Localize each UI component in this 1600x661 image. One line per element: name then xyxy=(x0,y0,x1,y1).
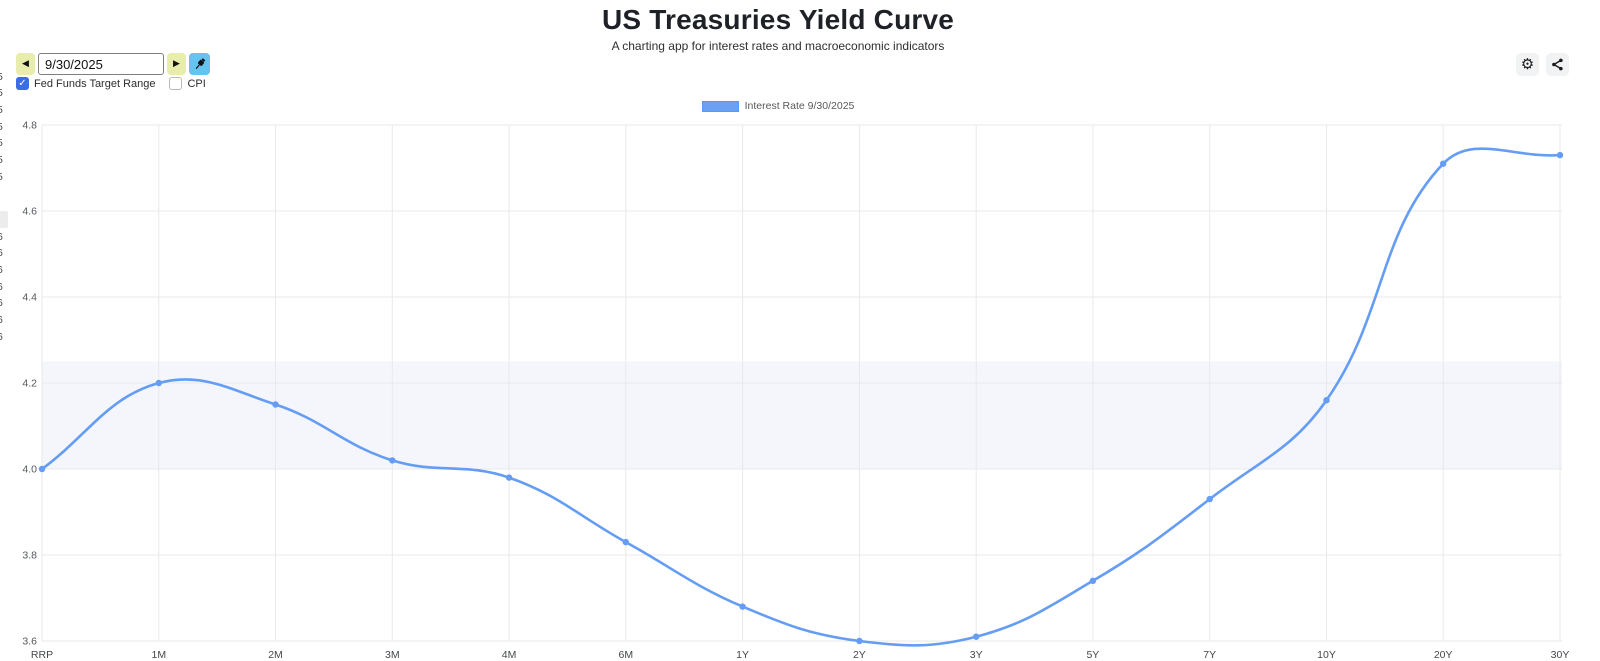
data-point-10Y[interactable] xyxy=(1323,397,1330,404)
data-point-6M[interactable] xyxy=(622,538,629,546)
clipped-list-item[interactable]: 6 xyxy=(0,312,3,329)
share-icon xyxy=(1552,58,1563,71)
data-point-7Y[interactable] xyxy=(1206,495,1213,503)
page-title: US Treasuries Yield Curve xyxy=(601,4,955,35)
data-point-3M[interactable] xyxy=(389,457,396,464)
fed-funds-target-range-band xyxy=(42,361,1562,469)
svg-text:3.6: 3.6 xyxy=(22,636,37,648)
clipped-list-item[interactable]: 5 xyxy=(0,135,3,152)
overlay-toggles: ✓ Fed Funds Target Range CPI xyxy=(16,77,220,90)
left-triangle-icon: ◀ xyxy=(22,59,29,69)
clipped-list-item[interactable]: 5 xyxy=(0,85,3,102)
clipped-list-item[interactable]: 6 xyxy=(0,229,3,246)
clipped-list-selected-item[interactable] xyxy=(0,211,8,228)
chart-legend[interactable]: Interest Rate 9/30/2025 xyxy=(0,100,1556,112)
legend-swatch xyxy=(701,100,739,112)
pin-button[interactable] xyxy=(189,53,210,75)
clipped-list-item[interactable]: 6 xyxy=(0,245,3,262)
data-point-3Y[interactable] xyxy=(973,633,980,640)
data-point-20Y[interactable] xyxy=(1440,160,1447,167)
data-point-1Y[interactable] xyxy=(739,603,746,610)
svg-text:3Y: 3Y xyxy=(970,649,983,661)
yield-curve-line xyxy=(40,147,1562,647)
clipped-list-item[interactable]: 5 xyxy=(0,152,3,169)
previous-date-button[interactable]: ◀ xyxy=(16,53,35,75)
data-point-RRP[interactable] xyxy=(38,465,46,473)
clipped-list-item[interactable]: 5 xyxy=(0,102,3,119)
data-point-2Y[interactable] xyxy=(856,637,863,645)
svg-text:7Y: 7Y xyxy=(1203,649,1216,661)
next-date-button[interactable]: ▶ xyxy=(167,53,186,75)
clipped-list-item[interactable]: 6 xyxy=(0,279,3,296)
svg-text:2Y: 2Y xyxy=(853,649,866,661)
svg-text:4.0: 4.0 xyxy=(22,464,37,476)
clipped-list-item[interactable]: 6 xyxy=(0,295,3,312)
data-point-5Y[interactable] xyxy=(1089,577,1097,584)
x-axis-labels: RRP 1M 2M 3M 4M 6M 1Y 2Y 3Y 5Y 7Y 10Y 20Y 30Y xyxy=(31,649,1569,661)
svg-text:4.8: 4.8 xyxy=(22,120,37,132)
svg-text:5Y: 5Y xyxy=(1086,649,1099,661)
share-button[interactable] xyxy=(1546,53,1569,76)
gridlines xyxy=(41,124,1562,642)
toolbar-right: ⚙ xyxy=(1516,53,1569,76)
left-clipped-list: 55555556666666 xyxy=(0,0,10,661)
fed-funds-target-range-checkbox[interactable]: ✓ Fed Funds Target Range xyxy=(16,77,155,90)
svg-text:3.8: 3.8 xyxy=(22,550,37,562)
cpi-label: CPI xyxy=(187,77,206,90)
svg-text:30Y: 30Y xyxy=(1551,649,1570,661)
data-point-4M[interactable] xyxy=(505,474,513,481)
date-input[interactable] xyxy=(38,53,164,75)
clipped-list-item[interactable]: 6 xyxy=(0,262,3,279)
clipped-list-item[interactable]: 5 xyxy=(0,169,3,186)
svg-text:3M: 3M xyxy=(385,649,400,661)
unchecked-checkbox-icon[interactable] xyxy=(169,77,183,90)
cpi-checkbox[interactable]: CPI xyxy=(169,77,206,90)
svg-text:4M: 4M xyxy=(502,649,517,661)
svg-text:10Y: 10Y xyxy=(1317,649,1336,661)
header: US Treasuries Yield Curve A charting app… xyxy=(0,0,1556,53)
svg-text:RRP: RRP xyxy=(31,649,53,661)
svg-text:1Y: 1Y xyxy=(736,649,749,661)
data-point-1M[interactable] xyxy=(155,379,162,387)
right-triangle-icon: ▶ xyxy=(173,59,180,69)
clipped-list-item[interactable]: 5 xyxy=(0,69,3,86)
svg-text:20Y: 20Y xyxy=(1434,649,1453,661)
page-subtitle: A charting app for interest rates and ma… xyxy=(611,39,945,53)
y-axis-labels: 4.8 4.6 4.4 4.2 4.0 3.8 3.6 xyxy=(22,120,37,648)
legend-label: Interest Rate 9/30/2025 xyxy=(744,100,855,112)
pushpin-icon xyxy=(195,58,205,69)
svg-text:4.4: 4.4 xyxy=(22,292,37,304)
settings-button[interactable]: ⚙ xyxy=(1516,53,1539,76)
clipped-list-item[interactable]: 5 xyxy=(0,119,3,136)
clipped-list-item[interactable]: 6 xyxy=(0,329,3,346)
svg-text:1M: 1M xyxy=(152,649,167,661)
svg-text:6M: 6M xyxy=(619,649,634,661)
fed-funds-target-range-label: Fed Funds Target Range xyxy=(34,77,156,90)
svg-text:4.2: 4.2 xyxy=(22,378,37,390)
gear-icon: ⚙ xyxy=(1520,55,1535,73)
date-controls: ◀ ▶ xyxy=(16,53,210,75)
data-points xyxy=(38,151,1564,645)
data-point-30Y[interactable] xyxy=(1556,151,1564,159)
checked-checkbox-icon[interactable]: ✓ xyxy=(16,77,29,90)
data-point-2M[interactable] xyxy=(272,401,279,408)
svg-text:4.6: 4.6 xyxy=(22,206,37,218)
svg-text:2M: 2M xyxy=(268,649,283,661)
